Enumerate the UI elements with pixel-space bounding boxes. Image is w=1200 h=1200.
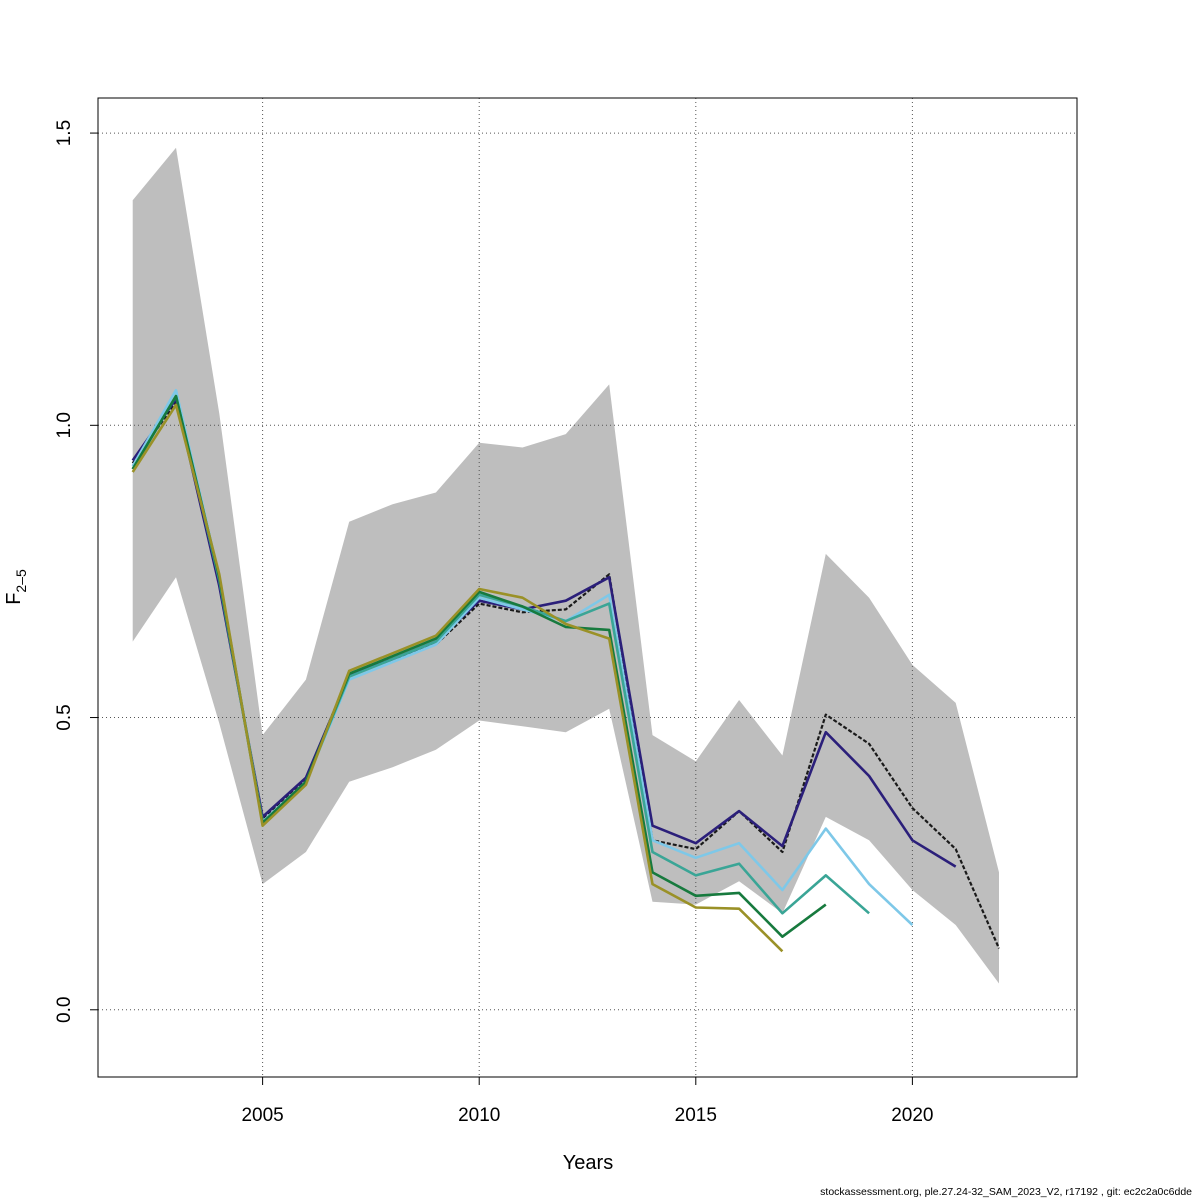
y-axis-label-sub: 2–5 [13,569,29,593]
series-line-1 [131,400,1001,949]
x-tick-label-2005: 2005 [241,1105,283,1126]
series-layer [131,388,1001,953]
x-tick-label-2015: 2015 [675,1105,717,1126]
plot-frame [97,97,1078,1078]
y-tick-label-0.5: 0.5 [54,704,75,730]
y-tick-label-1.0: 1.0 [54,412,75,438]
x-axis-label: Years [563,1152,613,1174]
footer-credit: stockassessment.org, ple.27.24-32_SAM_20… [820,1186,1192,1198]
confidence-band [132,147,999,984]
series-line-2 [131,397,957,868]
x-tick-label-2020: 2020 [891,1105,933,1126]
x-tick-label-2010: 2010 [458,1105,500,1126]
y-axis-label-main: F [3,593,25,605]
confidence-band-layer [132,147,999,984]
axis-layer: 2005 2010 2015 2020 0.0 0.5 1.0 1.5 [54,120,934,1126]
y-axis-label: F2–5 [3,569,29,605]
series-line-6 [131,403,784,953]
y-tick-label-0.0: 0.0 [54,997,75,1023]
y-tick-label-1.5: 1.5 [54,120,75,146]
